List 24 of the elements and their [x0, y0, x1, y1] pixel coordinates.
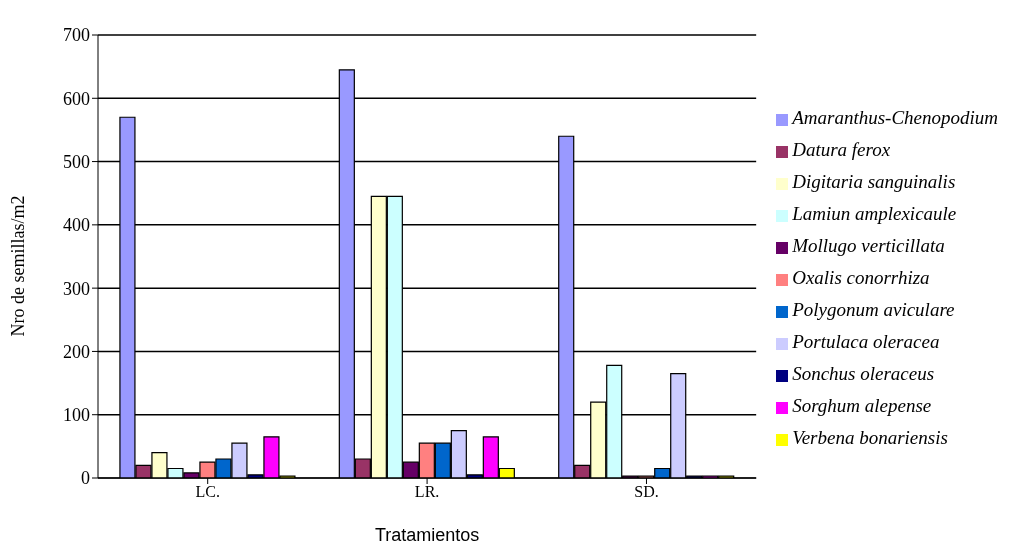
- y-axis-title: Nro de semillas/m2: [8, 195, 29, 337]
- y-tick-label: 300: [63, 278, 90, 299]
- legend-label: Polygonum aviculare: [792, 299, 955, 320]
- legend-label: Mollugo verticillata: [792, 235, 945, 256]
- x-tick-label: LC.: [195, 483, 220, 501]
- y-tick-label: 500: [63, 151, 90, 172]
- y-tick-label: 700: [63, 25, 90, 46]
- y-tick-label: 100: [63, 405, 90, 426]
- x-tick-label: LR.: [414, 483, 440, 501]
- legend-label: Verbena bonariensis: [792, 427, 948, 448]
- legend-label: Oxalis conorrhiza: [792, 267, 930, 288]
- legend-label: Digitaria sanguinalis: [792, 171, 956, 192]
- y-tick-label: 400: [63, 215, 90, 236]
- legend-label: Sorghum alepense: [792, 395, 932, 416]
- legend-label: Datura ferox: [792, 139, 891, 160]
- x-axis-title: Tratamientos: [374, 524, 480, 545]
- y-tick-label: 200: [63, 341, 90, 362]
- y-tick-label: 0: [81, 468, 90, 489]
- y-tick-label: 600: [63, 88, 90, 109]
- legend-label: Lamiun amplexicaule: [792, 203, 957, 224]
- x-tick-label: SD.: [634, 483, 659, 501]
- legend-label: Sonchus oleraceus: [792, 363, 935, 384]
- legend-label: Portulaca oleracea: [792, 331, 940, 352]
- legend-label: Amaranthus-Chenopodium: [792, 107, 998, 128]
